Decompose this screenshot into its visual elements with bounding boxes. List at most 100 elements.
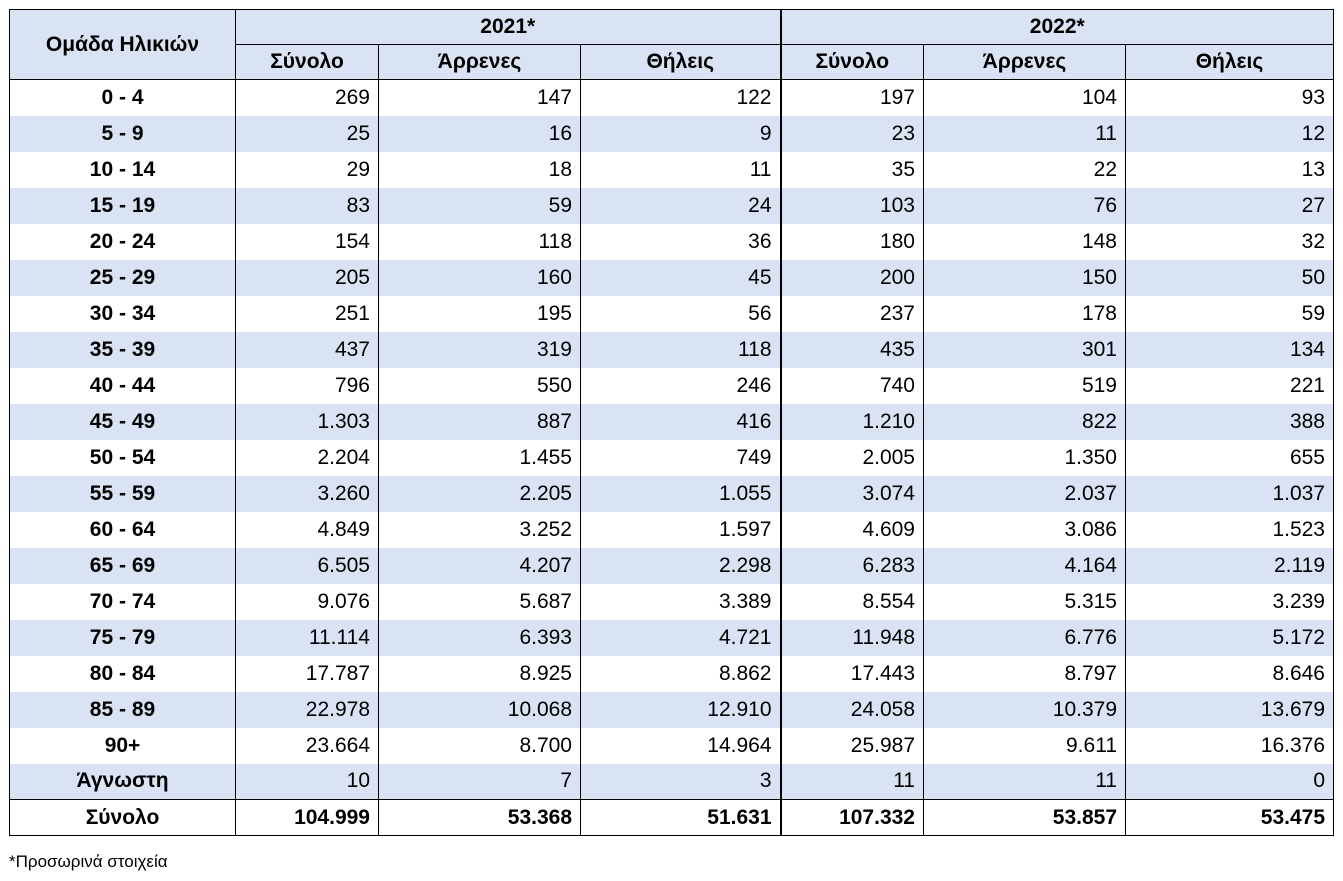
total-row: Σύνολο 104.999 53.368 51.631 107.332 53.857 53… (9, 799, 1334, 836)
value-cell: 9 (580, 115, 781, 152)
value-cell: 887 (378, 403, 581, 440)
value-cell: 8.700 (378, 727, 581, 764)
value-cell: 147 (378, 79, 581, 116)
value-cell: 3.074 (779, 475, 924, 512)
age-group-cell: 30 - 34 (9, 295, 236, 332)
value-cell: 76 (923, 187, 1126, 224)
value-cell: 1.037 (1125, 475, 1334, 512)
value-cell: 0 (1125, 763, 1334, 800)
subheader-total: Σύνολο (235, 44, 379, 80)
value-cell: 6.393 (378, 619, 581, 656)
table-row: 30 - 34 251 195 56 237 178 59 (9, 295, 1334, 332)
value-cell: 122 (580, 79, 781, 116)
table-row: 85 - 89 22.978 10.068 12.910 24.058 10.379 13.… (9, 691, 1334, 728)
value-cell: 4.849 (235, 511, 379, 548)
total-value-cell: 51.631 (580, 799, 781, 836)
value-cell: 180 (779, 223, 924, 260)
age-group-cell: 0 - 4 (9, 79, 236, 116)
value-cell: 118 (378, 223, 581, 260)
value-cell: 35 (779, 151, 924, 188)
value-cell: 93 (1125, 79, 1334, 116)
subheader-total: Σύνολο (779, 44, 924, 80)
value-cell: 3.260 (235, 475, 379, 512)
table-row: 45 - 49 1.303 887 416 1.210 822 388 (9, 403, 1334, 440)
value-cell: 16 (378, 115, 581, 152)
age-group-cell: 85 - 89 (9, 691, 236, 728)
value-cell: 104 (923, 79, 1126, 116)
value-cell: 103 (779, 187, 924, 224)
age-group-cell: 25 - 29 (9, 259, 236, 296)
age-group-cell: 55 - 59 (9, 475, 236, 512)
value-cell: 1.597 (580, 511, 781, 548)
value-cell: 5.315 (923, 583, 1126, 620)
value-cell: 2.204 (235, 439, 379, 476)
value-cell: 11 (580, 151, 781, 188)
value-cell: 749 (580, 439, 781, 476)
value-cell: 50 (1125, 259, 1334, 296)
value-cell: 416 (580, 403, 781, 440)
value-cell: 8.862 (580, 655, 781, 692)
value-cell: 301 (923, 331, 1126, 368)
value-cell: 160 (378, 259, 581, 296)
age-group-cell: 60 - 64 (9, 511, 236, 548)
value-cell: 27 (1125, 187, 1334, 224)
value-cell: 8.925 (378, 655, 581, 692)
value-cell: 3.252 (378, 511, 581, 548)
value-cell: 195 (378, 295, 581, 332)
total-value-cell: 107.332 (779, 799, 924, 836)
table-row: 40 - 44 796 550 246 740 519 221 (9, 367, 1334, 404)
value-cell: 519 (923, 367, 1126, 404)
value-cell: 13 (1125, 151, 1334, 188)
value-cell: 36 (580, 223, 781, 260)
value-cell: 22.978 (235, 691, 379, 728)
table-row: 10 - 14 29 18 11 35 22 13 (9, 151, 1334, 188)
age-group-cell: 90+ (9, 727, 236, 764)
value-cell: 550 (378, 367, 581, 404)
footnote: *Προσωρινά στοιχεία (9, 852, 168, 871)
subheader-males: Άρρενες (923, 44, 1126, 80)
age-group-cell: 80 - 84 (9, 655, 236, 692)
value-cell: 12.910 (580, 691, 781, 728)
value-cell: 3 (580, 763, 781, 800)
age-group-cell: 5 - 9 (9, 115, 236, 152)
value-cell: 655 (1125, 439, 1334, 476)
value-cell: 10.379 (923, 691, 1126, 728)
data-table: Ομάδα Ηλικιών 2021* 2022* Σύνολο Άρρενες… (9, 9, 1334, 836)
value-cell: 32 (1125, 223, 1334, 260)
age-group-cell: 20 - 24 (9, 223, 236, 260)
table-row: 90+ 23.664 8.700 14.964 25.987 9.611 16.376 (9, 727, 1334, 764)
value-cell: 1.210 (779, 403, 924, 440)
value-cell: 822 (923, 403, 1126, 440)
age-group-cell: 50 - 54 (9, 439, 236, 476)
value-cell: 388 (1125, 403, 1334, 440)
value-cell: 9.076 (235, 583, 379, 620)
value-cell: 17.443 (779, 655, 924, 692)
value-cell: 178 (923, 295, 1126, 332)
value-cell: 13.679 (1125, 691, 1334, 728)
total-label: Σύνολο (9, 799, 236, 836)
table-body: 0 - 4 269 147 122 197 104 93 5 - 9 25 16 9 23 11 12 10… (9, 79, 1334, 836)
value-cell: 2.037 (923, 475, 1126, 512)
age-group-cell: 15 - 19 (9, 187, 236, 224)
value-cell: 14.964 (580, 727, 781, 764)
value-cell: 22 (923, 151, 1126, 188)
value-cell: 2.205 (378, 475, 581, 512)
value-cell: 269 (235, 79, 379, 116)
value-cell: 150 (923, 259, 1126, 296)
value-cell: 4.609 (779, 511, 924, 548)
age-group-cell: 75 - 79 (9, 619, 236, 656)
value-cell: 246 (580, 367, 781, 404)
header-row-groups: Ομάδα Ηλικιών 2021* 2022* (9, 9, 1334, 80)
value-cell: 11.948 (779, 619, 924, 656)
value-cell: 11 (923, 763, 1126, 800)
value-cell: 11 (923, 115, 1126, 152)
value-cell: 237 (779, 295, 924, 332)
value-cell: 11.114 (235, 619, 379, 656)
value-cell: 3.086 (923, 511, 1126, 548)
value-cell: 3.239 (1125, 583, 1334, 620)
table-row: 70 - 74 9.076 5.687 3.389 8.554 5.315 3.239 (9, 583, 1334, 620)
value-cell: 8.646 (1125, 655, 1334, 692)
table-row: 75 - 79 11.114 6.393 4.721 11.948 6.776 5.172 (9, 619, 1334, 656)
value-cell: 134 (1125, 331, 1334, 368)
value-cell: 2.005 (779, 439, 924, 476)
